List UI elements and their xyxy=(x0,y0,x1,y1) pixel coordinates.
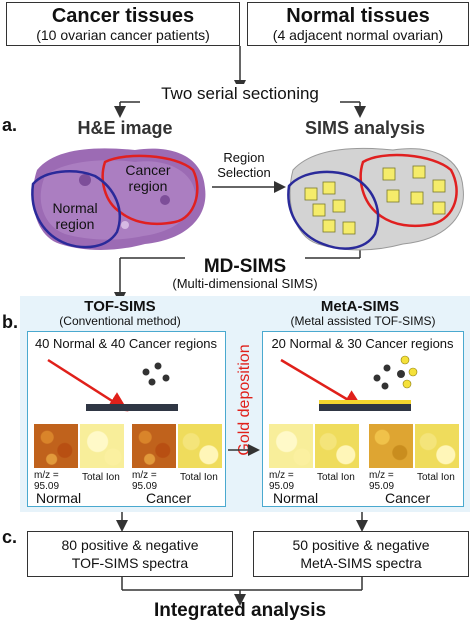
he-image-title: H&E image xyxy=(77,118,173,138)
meta-cancer-label: Cancer xyxy=(385,490,431,506)
normal-region-outline xyxy=(31,170,122,249)
tof-cancer-mz-image xyxy=(132,424,176,468)
tof-normal-label: Normal xyxy=(36,490,82,506)
tof-cancer-label: Cancer xyxy=(146,490,192,506)
cancer-tissues-title: Cancer tissues xyxy=(51,5,195,27)
tof-sims-title: TOF-SIMS xyxy=(84,298,156,315)
meta-spectra-label: 50 positive & negative MetA-SIMS spectra xyxy=(292,537,430,571)
meta-cancer-mz-label: m/z = 95.09 xyxy=(369,470,395,492)
cancer-tissues-box: Cancer tissues (10 ovarian cancer patien… xyxy=(6,2,240,46)
meta-sims-box: 20 Normal & 30 Cancer regions m/z = 95.0… xyxy=(262,331,464,507)
gold-deposition-arrow xyxy=(228,444,260,456)
meta-spectra-box: 50 positive & negative MetA-SIMS spectra xyxy=(253,531,469,577)
normal-tissues-box: Normal tissues (4 adjacent normal ovaria… xyxy=(247,2,469,46)
meta-sims-title: MetA-SIMS xyxy=(320,298,400,315)
tof-normal-total-ion-image xyxy=(80,424,124,468)
md-sims-subtitle: (Multi-dimensional SIMS) xyxy=(172,276,318,291)
meta-normal-total-ion-image xyxy=(315,424,359,468)
section-b-letter: b. xyxy=(2,312,18,332)
normal-tissues-subtitle: (4 adjacent normal ovarian) xyxy=(272,27,444,43)
section-a-letter: a. xyxy=(2,115,18,135)
meta-cancer-total-ion-image xyxy=(415,424,459,468)
tof-spectra-label: 80 positive & negative TOF-SIMS spectra xyxy=(61,537,199,571)
tof-normal-total-ion-label: Total Ion xyxy=(82,472,120,483)
meta-cancer-mz-image xyxy=(369,424,413,468)
meta-sims-subtitle: (Metal assisted TOF-SIMS) xyxy=(290,314,436,328)
sims-analysis-slide xyxy=(287,147,464,251)
tof-cancer-total-ion-image xyxy=(178,424,222,468)
cancer-tissues-subtitle: (10 ovarian cancer patients) xyxy=(36,27,210,43)
sectioning-label: Two serial sectioning xyxy=(140,84,340,104)
meta-normal-total-ion-label: Total Ion xyxy=(317,472,355,483)
integrated-analysis-label: Integrated analysis xyxy=(153,600,327,621)
section-c-letter: c. xyxy=(2,527,18,547)
tof-normal-mz-label: m/z = 95.09 xyxy=(34,470,60,492)
tof-ion-beam-diagram xyxy=(47,358,178,412)
cancer-region-outline xyxy=(101,154,199,226)
md-sims-title: MD-SIMS xyxy=(185,256,305,278)
meta-normal-mz-image xyxy=(269,424,313,468)
meta-normal-mz-label: m/z = 95.09 xyxy=(269,470,295,492)
meta-normal-label: Normal xyxy=(273,490,319,506)
meta-ion-beam-diagram xyxy=(280,355,418,411)
tof-sims-box: 40 Normal & 40 Cancer regions m/z = 95.0… xyxy=(27,331,226,507)
tof-cancer-mz-label: m/z = 95.09 xyxy=(132,470,158,492)
region-selection-label: Region Selection xyxy=(217,150,271,180)
tof-cancer-total-ion-label: Total Ion xyxy=(180,472,218,483)
normal-region-label: Normal region xyxy=(52,200,98,232)
he-tissue-image xyxy=(31,148,206,250)
sims-analysis-title: SIMS analysis xyxy=(304,118,426,138)
tof-sims-subtitle: (Conventional method) xyxy=(59,314,181,328)
tof-regions-label: 40 Normal & 40 Cancer regions xyxy=(34,336,218,351)
normal-tissues-title: Normal tissues xyxy=(286,5,430,27)
meta-regions-label: 20 Normal & 30 Cancer regions xyxy=(271,336,454,351)
tof-normal-mz-image xyxy=(34,424,78,468)
cancer-region-label: Cancer region xyxy=(125,162,171,194)
tof-spectra-box: 80 positive & negative TOF-SIMS spectra xyxy=(27,531,233,577)
meta-cancer-total-ion-label: Total Ion xyxy=(417,472,455,483)
